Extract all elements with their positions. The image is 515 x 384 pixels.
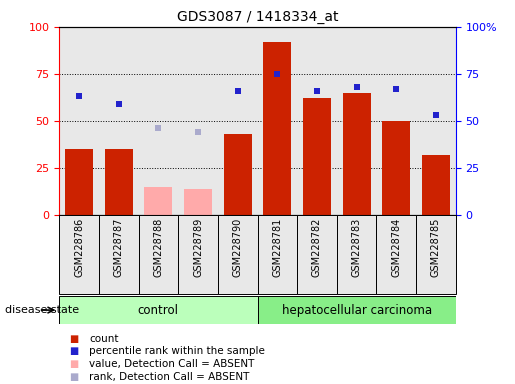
- Text: GSM228788: GSM228788: [153, 217, 163, 276]
- Text: GSM228787: GSM228787: [114, 217, 124, 277]
- Bar: [105, 149, 132, 215]
- Bar: [258, 215, 297, 294]
- Text: GSM228782: GSM228782: [312, 217, 322, 277]
- Bar: [224, 134, 251, 215]
- Bar: [343, 93, 370, 215]
- Bar: [139, 27, 178, 215]
- Bar: [99, 215, 139, 294]
- Bar: [337, 215, 376, 294]
- Text: control: control: [138, 304, 179, 316]
- Bar: [258, 27, 297, 215]
- Text: GSM228790: GSM228790: [233, 217, 243, 276]
- Bar: [184, 189, 212, 215]
- Bar: [178, 215, 218, 294]
- Bar: [416, 215, 456, 294]
- Bar: [383, 121, 410, 215]
- Text: ■: ■: [70, 346, 79, 356]
- Text: value, Detection Call = ABSENT: value, Detection Call = ABSENT: [89, 359, 254, 369]
- Bar: [264, 42, 291, 215]
- Title: GDS3087 / 1418334_at: GDS3087 / 1418334_at: [177, 10, 338, 25]
- Bar: [297, 27, 337, 215]
- Bar: [59, 215, 99, 294]
- Bar: [376, 215, 416, 294]
- Bar: [303, 98, 331, 215]
- Bar: [422, 155, 450, 215]
- Bar: [297, 215, 337, 294]
- Bar: [145, 187, 172, 215]
- Text: disease state: disease state: [5, 305, 79, 315]
- Text: percentile rank within the sample: percentile rank within the sample: [89, 346, 265, 356]
- Text: GSM228786: GSM228786: [74, 217, 84, 276]
- Text: GSM228785: GSM228785: [431, 217, 441, 277]
- Text: GSM228783: GSM228783: [352, 217, 362, 276]
- Text: hepatocellular carcinoma: hepatocellular carcinoma: [282, 304, 432, 316]
- Text: GSM228789: GSM228789: [193, 217, 203, 276]
- Text: GSM228784: GSM228784: [391, 217, 401, 276]
- Bar: [178, 27, 218, 215]
- Text: count: count: [89, 334, 118, 344]
- Bar: [416, 27, 456, 215]
- Bar: [218, 27, 258, 215]
- Bar: [258, 296, 456, 324]
- Text: GSM228781: GSM228781: [272, 217, 282, 276]
- Text: rank, Detection Call = ABSENT: rank, Detection Call = ABSENT: [89, 372, 249, 382]
- Bar: [65, 149, 93, 215]
- Bar: [218, 215, 258, 294]
- Bar: [59, 296, 258, 324]
- Bar: [59, 27, 99, 215]
- Text: ■: ■: [70, 334, 79, 344]
- Bar: [337, 27, 376, 215]
- Text: ■: ■: [70, 372, 79, 382]
- Text: ■: ■: [70, 359, 79, 369]
- Bar: [376, 27, 416, 215]
- Bar: [99, 27, 139, 215]
- Bar: [139, 215, 178, 294]
